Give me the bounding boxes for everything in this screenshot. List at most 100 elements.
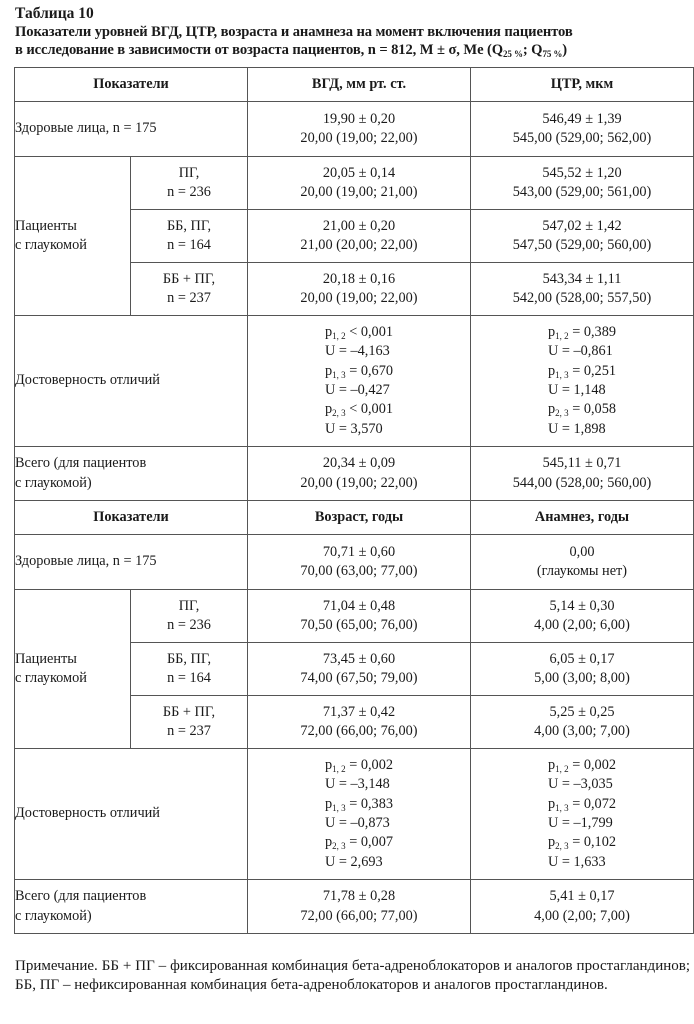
subgroup-line: n = 236 [167, 184, 211, 200]
p-value: p1, 3 = 0,251 [548, 362, 616, 381]
header-cell: ВГД, мм рт. ст. [247, 67, 471, 102]
value-line: 71,04 ± 0,48 [322, 597, 396, 614]
p-subscript: 2, 3 [332, 841, 346, 852]
stat-block: p1, 2 = 0,002 U = –3,035 p1, 3 = 0,072 U = … [548, 756, 616, 872]
u-statistic: U = 1,148 [547, 382, 606, 398]
table-row: Всего (для пациентов с глаукомой) 71,78 ± … [14, 879, 694, 934]
p-rest: = 0,102 [568, 834, 617, 851]
value-line: 70,71 ± 0,60 [322, 543, 396, 560]
value-line: 545,11 ± 0,71 [542, 455, 622, 472]
u-statistic: U = –0,427 [324, 382, 390, 398]
value-line: 21,00 ± 0,20 [322, 217, 396, 234]
value-cell: 0,00 (глаукомы нет) [470, 534, 694, 590]
table-row: Пациенты с глаукомой ПГ, n = 236 20,05 ± 0,1… [14, 156, 694, 316]
value-line: 545,00 (529,00; 562,00) [512, 130, 652, 146]
value-line: 547,50 (529,00; 560,00) [512, 237, 652, 253]
subgroup-label: ББ + ПГ, n = 237 [130, 262, 248, 316]
subgroup-line: n = 236 [167, 617, 211, 633]
subgroup-line: n = 237 [167, 723, 211, 739]
subgroup-line: n = 164 [167, 670, 211, 686]
value-line: 71,37 ± 0,42 [322, 703, 396, 720]
p-value: p2, 3 = 0,102 [548, 833, 616, 852]
p-letter: p [547, 834, 556, 851]
subgroup-line: ББ + ПГ, [162, 703, 216, 720]
value-line: 4,00 (2,00; 7,00) [534, 907, 630, 924]
group-label: Пациенты с глаукомой [14, 589, 131, 749]
caption-q1-sub: 25 % [503, 49, 523, 59]
p-value: p1, 2 = 0,002 [325, 756, 393, 775]
group-label-line: Пациенты [15, 650, 77, 667]
value-line: 542,00 (528,00; 557,50) [512, 290, 652, 306]
group-label-line: Пациенты [15, 217, 77, 234]
p-value: p2, 3 = 0,007 [325, 833, 393, 852]
header-row: Показатели Возраст, годы Анамнез, годы [14, 500, 694, 535]
value-line: 20,05 ± 0,14 [322, 164, 396, 181]
value-line: 70,00 (63,00; 77,00) [300, 563, 418, 579]
data-table: Показатели ВГД, мм рт. ст. ЦТР, мкм Здоровы… [14, 67, 694, 934]
value-cell: 20,34 ± 0,09 20,00 (19,00; 22,00) [247, 446, 471, 501]
value-cell: p1, 2 = 0,002 U = –3,035 p1, 3 = 0,072 U = … [470, 748, 694, 880]
p-letter: p [324, 401, 333, 418]
value-line: 19,90 ± 0,20 [322, 110, 396, 127]
p-subscript: 1, 2 [332, 763, 346, 774]
u-statistic: U = –1,799 [547, 815, 613, 831]
p-letter: p [324, 756, 333, 773]
value-line: 73,45 ± 0,60 [322, 650, 396, 667]
table-row: ББ + ПГ, n = 237 20,18 ± 0,16 20,00 (19,00;… [15, 262, 694, 316]
value-cell: 543,34 ± 1,11 542,00 (528,00; 557,50) [470, 262, 694, 316]
value-line: 20,00 (19,00; 22,00) [300, 130, 418, 146]
value-line: 20,00 (19,00; 22,00) [300, 474, 418, 491]
subgroup-label: ББ, ПГ, n = 164 [130, 642, 248, 696]
table-row: Здоровые лица, n = 175 19,90 ± 0,20 20,00 … [14, 101, 694, 157]
row-label: Всего (для пациентов с глаукомой) [14, 446, 248, 501]
value-line: 544,00 (528,00; 560,00) [512, 474, 652, 491]
p-rest: = 0,389 [568, 323, 617, 340]
table-row: Достоверность отличий p1, 2 < 0,001 U = –4… [14, 315, 694, 447]
p-rest: < 0,001 [345, 323, 394, 340]
value-cell: 20,05 ± 0,14 20,00 (19,00; 21,00) [247, 156, 471, 210]
subgroup-line: ББ + ПГ, [162, 270, 216, 287]
p-value: p1, 3 = 0,383 [325, 795, 393, 814]
value-cell: 73,45 ± 0,60 74,00 (67,50; 79,00) [247, 642, 471, 696]
table-number: Таблица 10 [15, 5, 94, 22]
p-subscript: 1, 2 [555, 763, 569, 774]
u-statistic: U = 3,570 [324, 420, 383, 437]
group-label-line: с глаукомой [15, 237, 87, 253]
p-subscript: 1, 3 [332, 802, 346, 813]
p-subscript: 1, 3 [332, 369, 346, 380]
row-label: Всего (для пациентов с глаукомой) [14, 879, 248, 934]
u-statistic: U = –3,148 [324, 776, 390, 793]
header-cell: Показатели [14, 500, 248, 535]
value-line: 74,00 (67,50; 79,00) [300, 670, 418, 686]
p-subscript: 1, 3 [555, 369, 569, 380]
row-label: Здоровые лица, n = 175 [14, 101, 248, 157]
total-label-line: с глаукомой) [15, 907, 92, 924]
p-subscript: 2, 3 [332, 408, 346, 419]
p-rest: = 0,251 [568, 362, 617, 379]
value-line: 0,00 [569, 543, 595, 560]
value-line: 543,00 (529,00; 561,00) [512, 184, 652, 200]
value-line: 71,78 ± 0,28 [322, 888, 396, 905]
header-row: Показатели ВГД, мм рт. ст. ЦТР, мкм [14, 67, 694, 102]
value-line: 4,00 (3,00; 7,00) [534, 723, 630, 739]
group-label-line: с глаукомой [15, 670, 87, 686]
p-letter: p [324, 362, 333, 379]
total-label-line: Всего (для пациентов [15, 888, 147, 905]
table-title-block: Таблица 10 Показатели уровней ВГД, ЦТР, … [15, 4, 689, 59]
value-line: 21,00 (20,00; 22,00) [300, 237, 418, 253]
p-value: p1, 3 = 0,670 [325, 362, 393, 381]
value-cell: 546,49 ± 1,39 545,00 (529,00; 562,00) [470, 101, 694, 157]
value-line: 6,05 ± 0,17 [549, 650, 615, 667]
p-letter: p [324, 323, 333, 340]
table-caption-line1: Показатели уровней ВГД, ЦТР, возраста и … [15, 24, 573, 40]
p-rest: = 0,002 [345, 756, 394, 773]
caption-q3-sub: 75 % [542, 49, 563, 59]
table-row: ББ + ПГ, n = 237 71,37 ± 0,42 72,00 (66,00;… [15, 695, 694, 749]
table-note: Примечание. ББ + ПГ – фиксированная комб… [15, 958, 690, 993]
subgroup-line: ББ, ПГ, [166, 650, 212, 667]
row-label: Достоверность отличий [14, 315, 248, 447]
value-cell: 5,25 ± 0,25 4,00 (3,00; 7,00) [470, 695, 694, 749]
subgroup-label: ПГ, n = 236 [130, 156, 248, 210]
value-line: 546,49 ± 1,39 [542, 110, 622, 127]
p-letter: p [547, 795, 556, 812]
